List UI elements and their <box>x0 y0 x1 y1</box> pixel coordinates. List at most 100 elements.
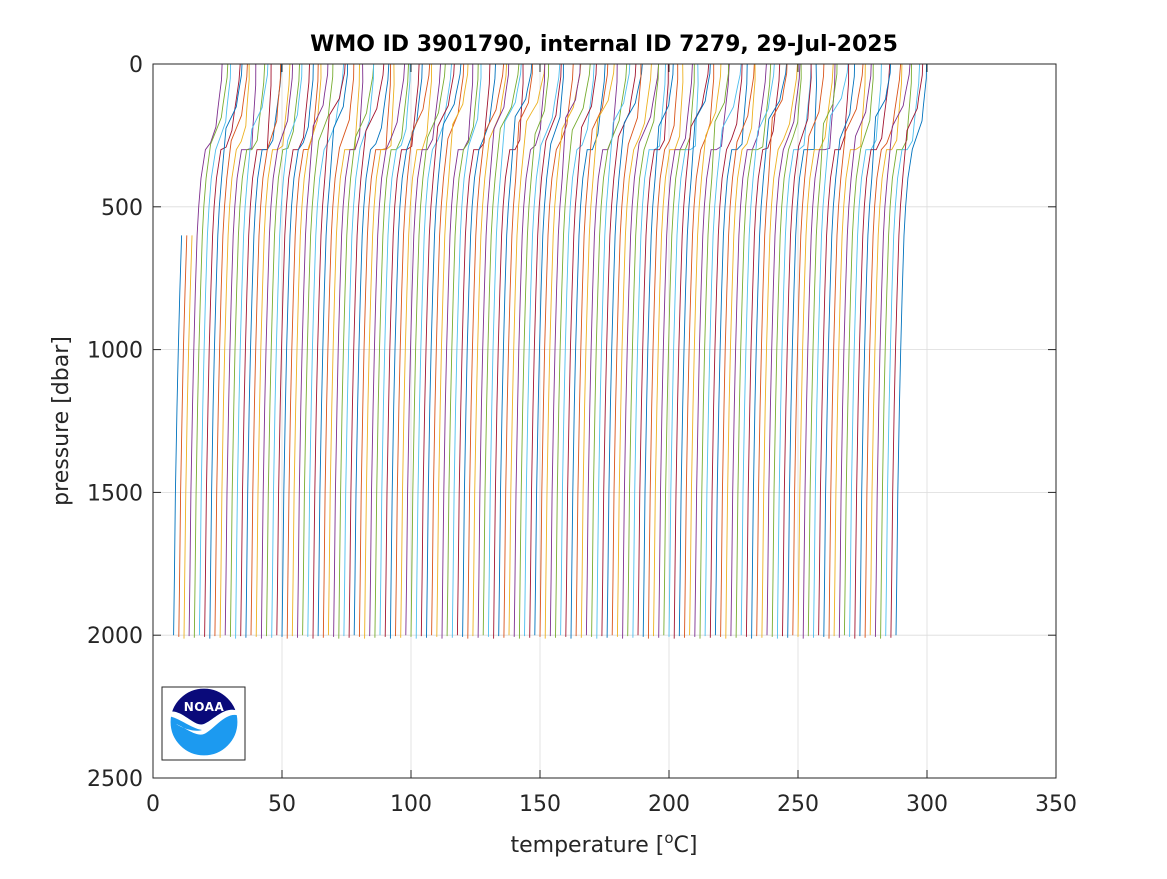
profile-line <box>735 63 772 638</box>
profile-line <box>327 63 360 636</box>
profile-line <box>493 63 524 639</box>
profile-line <box>410 63 446 637</box>
profile-line <box>245 63 283 638</box>
profile-line <box>709 63 743 638</box>
profile-line <box>611 64 642 636</box>
profile-line <box>549 63 581 637</box>
profile-line <box>880 63 912 639</box>
logo-text: NOAA <box>184 700 225 714</box>
profile-line <box>797 63 834 637</box>
profile-line <box>415 63 452 639</box>
x-tick-label: 0 <box>146 792 160 817</box>
profile-line <box>343 63 375 637</box>
x-tick-label: 150 <box>519 792 561 817</box>
x-axis-label-text: temperature [ <box>510 833 664 858</box>
profile-line <box>647 64 679 639</box>
y-tick-label: 1000 <box>87 339 143 364</box>
profile-line <box>874 63 911 637</box>
profile-line <box>699 63 729 639</box>
profile-line <box>673 63 710 639</box>
profile-lines <box>173 63 927 639</box>
profile-line <box>534 64 564 636</box>
y-tick-label: 0 <box>129 53 143 78</box>
profile-line <box>585 63 618 636</box>
profile-line <box>663 63 695 636</box>
profile-line <box>518 63 550 639</box>
x-tick-label: 200 <box>648 792 690 817</box>
profile-line <box>570 63 606 639</box>
profile-line <box>446 63 479 637</box>
axes-box <box>152 63 1057 779</box>
profile-line <box>400 63 433 638</box>
profile-line <box>482 63 520 636</box>
profile-line <box>250 63 281 636</box>
profile-line <box>678 63 711 637</box>
profile-line <box>823 63 856 637</box>
profile-line <box>843 64 874 636</box>
profile-line <box>348 63 385 638</box>
profile-line <box>420 63 455 637</box>
profile-line <box>472 63 508 637</box>
profile-line <box>431 63 465 636</box>
profile-line <box>271 63 303 638</box>
profile-line <box>730 63 767 637</box>
profile-line <box>426 63 462 638</box>
profile-line <box>188 63 223 637</box>
profile-line <box>374 63 409 638</box>
x-tick-label: 350 <box>1035 792 1077 817</box>
profile-line <box>524 63 561 637</box>
profile-line <box>384 63 420 637</box>
profile-line <box>281 63 314 637</box>
profile-line <box>529 63 562 638</box>
profile-line <box>498 63 533 637</box>
profile-line <box>224 63 257 636</box>
profile-line <box>214 63 248 637</box>
profile-line <box>307 63 345 637</box>
profile-line <box>477 63 510 638</box>
profile-line <box>833 63 866 637</box>
profile-line <box>580 63 615 638</box>
profile-line <box>333 63 364 637</box>
profile-line <box>508 63 546 636</box>
profile-line <box>864 63 902 638</box>
profile-line <box>560 63 595 636</box>
x-tick-label: 250 <box>777 792 819 817</box>
profile-line <box>890 63 924 638</box>
x-tick-label: 100 <box>390 792 432 817</box>
profile-line <box>776 63 812 639</box>
profile-line <box>312 63 346 639</box>
profile-line <box>622 63 660 639</box>
profile-line <box>704 63 742 637</box>
x-axis-label: temperature [oC] <box>510 829 697 858</box>
profile-line <box>782 63 812 637</box>
profile-line <box>389 63 423 639</box>
profile-line <box>369 63 406 637</box>
profile-line <box>895 63 927 636</box>
profile-line <box>487 63 522 637</box>
profile-line <box>787 63 817 638</box>
profile-line <box>302 63 334 636</box>
profile-line <box>219 63 250 638</box>
profile-line <box>632 63 666 638</box>
profile-line <box>379 63 411 636</box>
profile-line <box>606 63 643 638</box>
profile-line <box>291 63 322 637</box>
profile-line <box>813 63 849 638</box>
profile-line <box>183 235 193 639</box>
x-axis-label-superscript: o <box>664 829 673 847</box>
y-tick-label: 500 <box>101 196 143 221</box>
profile-line <box>869 63 903 636</box>
profile-line <box>745 63 781 637</box>
profile-line <box>266 63 300 637</box>
profile-line <box>209 63 243 639</box>
profile-line <box>436 63 469 637</box>
x-tick-label: 50 <box>268 792 296 817</box>
profile-line <box>761 63 798 638</box>
profile-line <box>838 63 872 638</box>
profile-line <box>771 63 802 637</box>
profile-line <box>235 63 269 639</box>
profile-line <box>255 63 291 637</box>
profile-line <box>714 63 748 636</box>
profile-line <box>322 63 355 638</box>
